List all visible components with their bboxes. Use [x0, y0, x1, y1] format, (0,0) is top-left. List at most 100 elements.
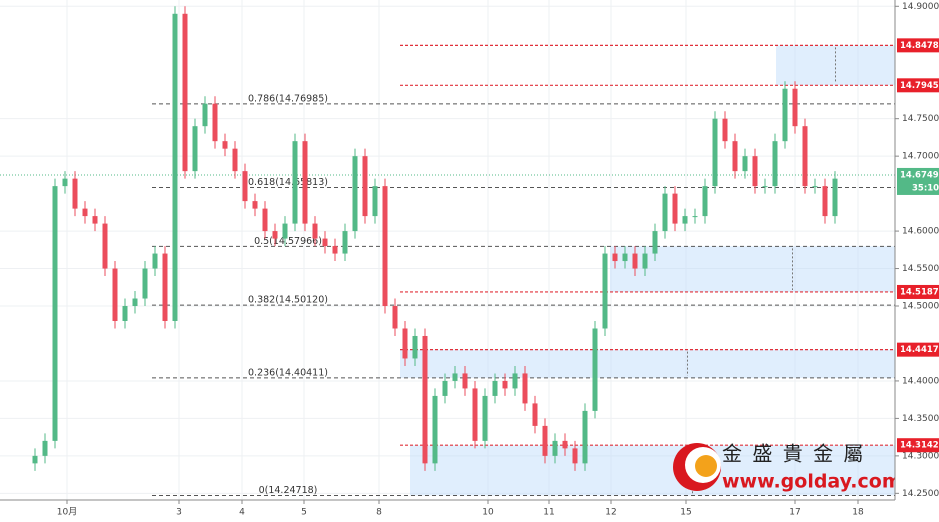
candle-body	[462, 373, 468, 389]
candle-body	[492, 380, 498, 396]
candle-body	[442, 380, 448, 396]
current-price: 14.67491	[900, 170, 939, 180]
candle-body	[322, 238, 328, 247]
candle-body	[762, 186, 768, 188]
candle-body	[192, 126, 198, 172]
candle-body	[622, 253, 628, 262]
candle-body	[142, 268, 148, 299]
candle-body	[52, 186, 58, 441]
candle-body	[272, 231, 278, 239]
price-label-bg	[897, 438, 939, 453]
candles	[32, 6, 838, 471]
candle-body	[152, 253, 158, 269]
candle-body	[102, 223, 108, 269]
y-tick-label: 14.55000	[902, 264, 939, 274]
candle-body	[642, 253, 648, 269]
zone	[410, 445, 895, 496]
x-tick-label: 17	[789, 508, 800, 518]
candle-body	[312, 223, 318, 239]
candle-body	[212, 103, 218, 142]
candle-body	[632, 253, 638, 269]
candle-body	[772, 141, 778, 187]
y-tick-label: 14.50000	[902, 302, 939, 312]
zone	[610, 246, 895, 292]
price-label: 14.79454	[900, 81, 939, 91]
grid	[0, 0, 895, 500]
candle-body	[112, 268, 118, 321]
watermark: 金 盛 貴 金 屬 www.golday.com	[673, 442, 902, 493]
candle-body	[662, 193, 668, 232]
watermark-name: 金 盛 貴 金 屬	[722, 442, 865, 466]
y-tick-label: 14.25000	[902, 489, 939, 499]
fib-label: 0.786(14.76985)	[248, 93, 328, 104]
candle-body	[732, 141, 738, 172]
candle-body	[172, 13, 178, 321]
candle-body	[332, 246, 338, 254]
candle-body	[392, 306, 398, 329]
candle-body	[702, 186, 708, 217]
candle-body	[362, 156, 368, 217]
y-tick-label: 14.40000	[902, 376, 939, 386]
candle-body	[532, 403, 538, 426]
price-label-bg	[897, 342, 939, 357]
candle-body	[802, 126, 808, 187]
fib-label: 0.382(14.50120)	[248, 295, 328, 306]
candle-body	[582, 410, 588, 464]
candle-body	[722, 118, 728, 142]
candle-body	[402, 328, 408, 359]
candle-body	[82, 208, 88, 217]
candle-body	[822, 186, 828, 217]
candle-body	[422, 335, 428, 464]
price-label-bg	[897, 284, 939, 299]
x-tick-label: 5	[301, 508, 307, 518]
price-label: 14.84788	[900, 41, 939, 51]
x-tick-label: 3	[176, 508, 182, 518]
candle-body	[182, 13, 188, 172]
fib-label: 0(14.24718)	[259, 485, 318, 496]
candle-body	[242, 171, 248, 202]
candle-body	[542, 425, 548, 456]
candle-body	[352, 156, 358, 232]
candle-body	[572, 448, 578, 464]
y-tick-label: 14.70000	[902, 152, 939, 162]
candle-body	[472, 388, 478, 441]
candle-body	[562, 440, 568, 449]
candle-body	[412, 335, 418, 359]
candle-body	[32, 455, 38, 464]
candle-body	[482, 395, 488, 441]
y-tick-label: 14.60000	[902, 227, 939, 237]
candle-body	[682, 216, 688, 224]
candle-body	[162, 253, 168, 321]
logo	[695, 455, 717, 477]
zone	[400, 349, 895, 378]
candle-body	[832, 178, 838, 217]
candle-body	[222, 141, 228, 149]
y-tick-label: 14.35000	[902, 414, 939, 424]
x-tick-label: 10月	[57, 507, 77, 518]
price-label-bg	[897, 38, 939, 53]
candle-body	[252, 201, 258, 209]
candle-body	[752, 156, 758, 187]
candle-body	[712, 118, 718, 187]
candle-body	[292, 141, 298, 224]
candle-body	[122, 306, 128, 321]
candle-body	[602, 253, 608, 329]
candle-body	[432, 395, 438, 464]
candle-body	[132, 298, 138, 307]
x-tick-label: 18	[852, 508, 864, 518]
fib-label: 0.618(14.65813)	[248, 177, 328, 188]
price-label: 14.31423	[900, 441, 939, 451]
candle-body	[502, 380, 508, 389]
candle-body	[452, 373, 458, 381]
x-tick-label: 8	[376, 508, 382, 518]
y-tick-label: 14.75000	[902, 114, 939, 124]
price-label: 14.44175	[900, 345, 939, 355]
price-label: 14.51875	[900, 287, 939, 297]
candle-body	[692, 216, 698, 218]
candle-body	[512, 373, 518, 389]
candle-body	[812, 186, 818, 188]
candle-body	[612, 253, 618, 262]
x-tick-label: 4	[239, 508, 245, 518]
